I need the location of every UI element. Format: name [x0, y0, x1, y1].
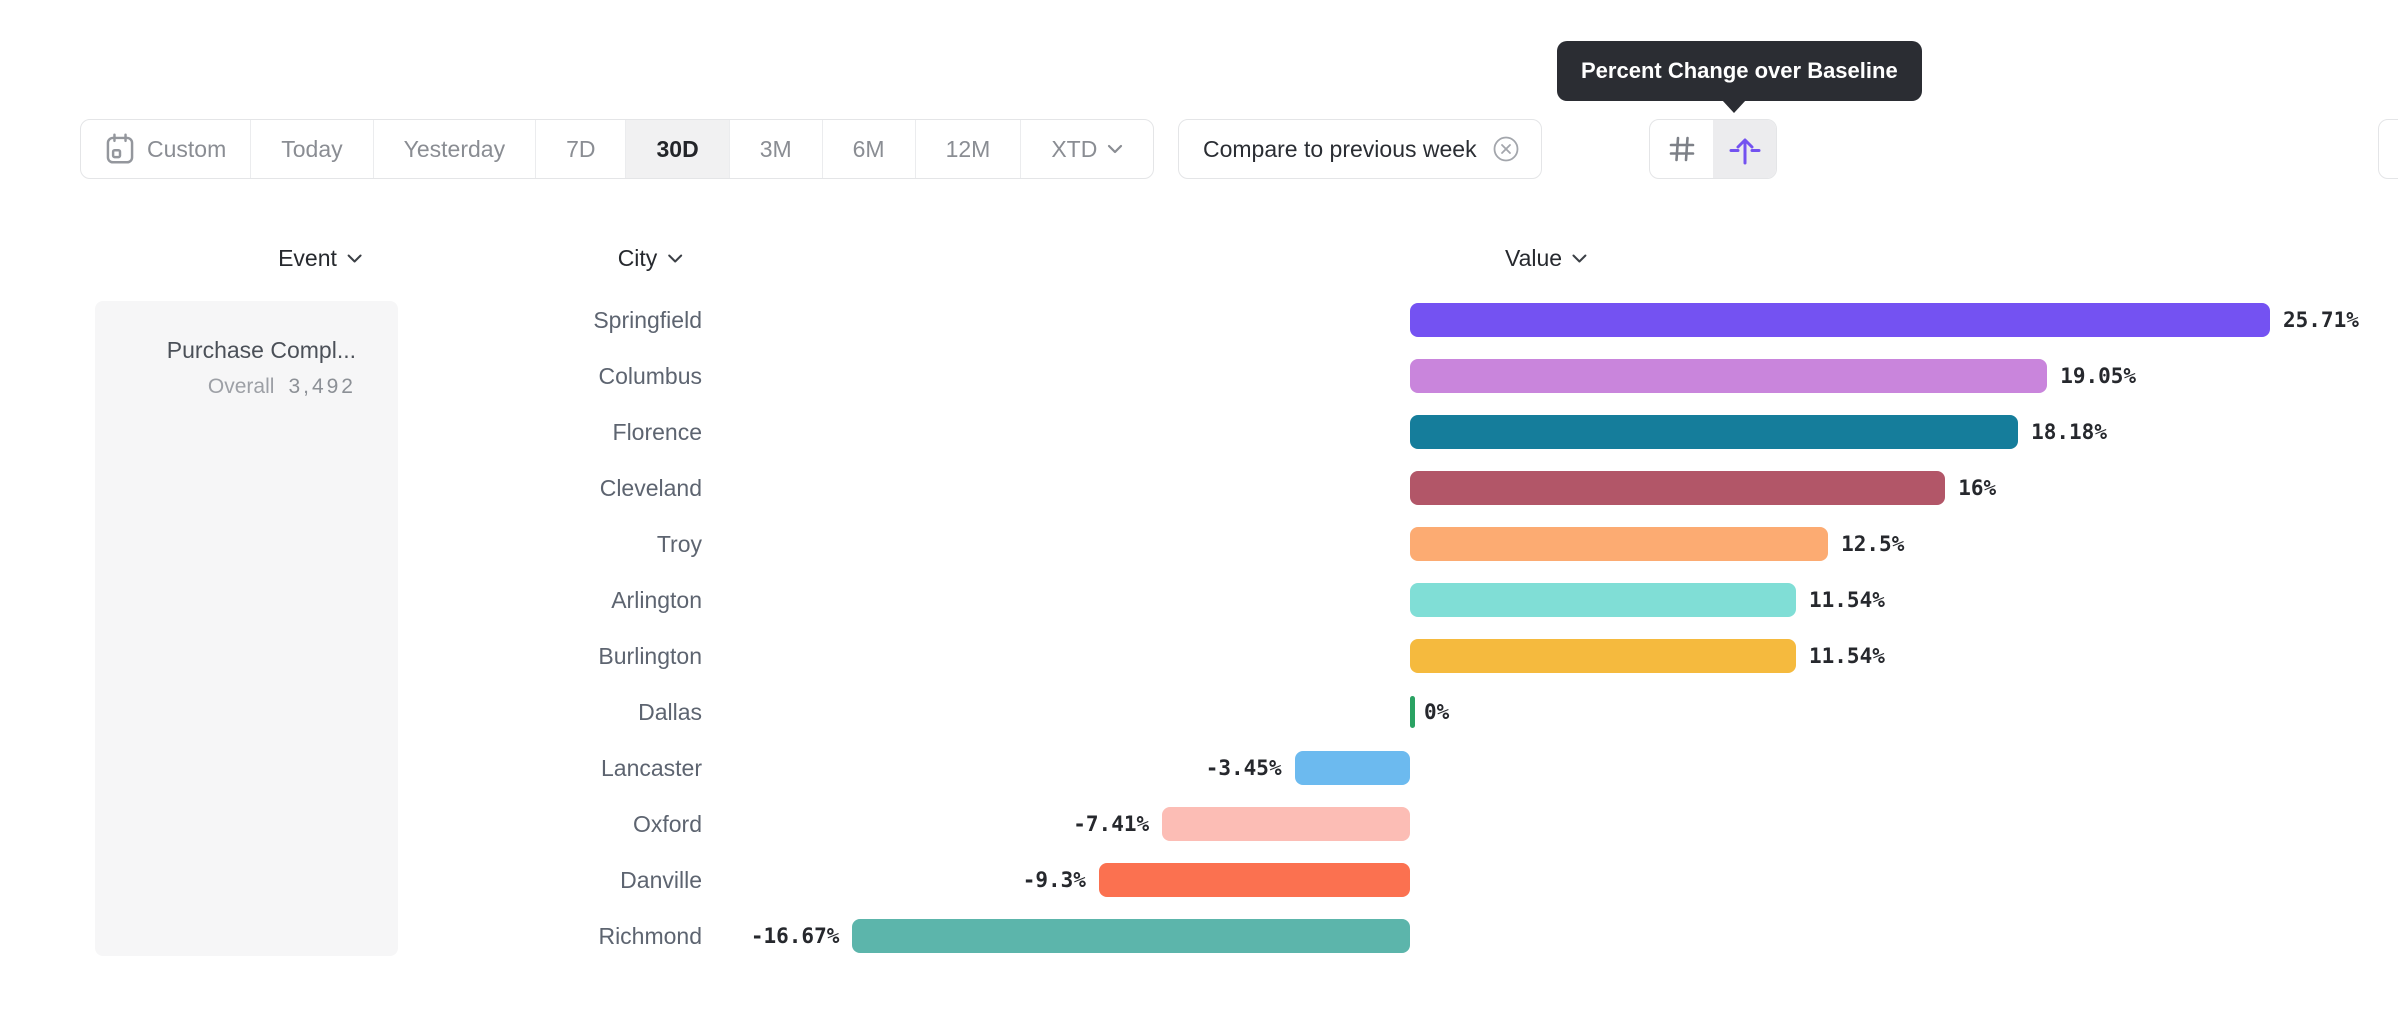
- chevron-down-icon: [347, 254, 362, 262]
- event-panel[interactable]: Purchase Compl... Overall 3,492: [95, 301, 398, 956]
- chevron-down-icon: [1108, 144, 1123, 154]
- value-bar[interactable]: [1410, 527, 1829, 561]
- value-label: 19.05%: [2060, 364, 2137, 388]
- compare-chip[interactable]: Compare to previous week: [1178, 119, 1542, 179]
- range-today-button[interactable]: Today: [250, 120, 372, 178]
- compare-chip-label: Compare to previous week: [1203, 135, 1477, 162]
- city-label: Columbus: [598, 363, 702, 389]
- range-12m-button[interactable]: 12M: [914, 120, 1021, 178]
- range-label: Custom: [147, 135, 227, 162]
- absolute-values-button[interactable]: [1650, 120, 1713, 178]
- value-bar[interactable]: [1162, 807, 1410, 841]
- city-label: Lancaster: [600, 755, 702, 781]
- value-bar[interactable]: [852, 919, 1410, 953]
- value-bar[interactable]: [1410, 303, 2270, 337]
- range-7d-button[interactable]: 7D: [535, 120, 625, 178]
- range-label: Yesterday: [403, 135, 506, 162]
- city-label: Florence: [612, 419, 702, 445]
- value-label: 11.54%: [1809, 644, 1885, 668]
- partial-button-right[interactable]: [2378, 119, 2398, 179]
- city-label: Dallas: [638, 699, 702, 725]
- range-label: 12M: [945, 135, 991, 162]
- chevron-down-icon: [1572, 254, 1587, 262]
- city-label: Arlington: [611, 587, 702, 613]
- range-label: XTD: [1051, 135, 1098, 162]
- value-bar[interactable]: [1410, 696, 1415, 728]
- value-bar[interactable]: [1410, 583, 1796, 617]
- range-label: 30D: [656, 135, 699, 162]
- city-label: Danville: [620, 867, 702, 893]
- value-display-toggle: [1649, 119, 1777, 179]
- value-label: 18.18%: [2031, 420, 2107, 444]
- range-yesterday-button[interactable]: Yesterday: [372, 120, 535, 178]
- value-bar[interactable]: [1410, 471, 1946, 505]
- value-label: 12.5%: [1841, 532, 1905, 556]
- range-xtd-button[interactable]: XTD: [1020, 120, 1153, 178]
- overall-label: Overall: [207, 375, 275, 398]
- range-custom-button[interactable]: Custom: [81, 120, 250, 178]
- percent-change-button[interactable]: [1713, 120, 1776, 178]
- column-header-city[interactable]: City: [618, 240, 683, 276]
- value-bar[interactable]: [1410, 639, 1796, 673]
- value-bar[interactable]: [1098, 863, 1410, 897]
- range-label: 6M: [852, 135, 885, 162]
- value-label: -3.45%: [1205, 756, 1282, 780]
- range-6m-button[interactable]: 6M: [821, 120, 915, 178]
- city-label: Richmond: [598, 923, 702, 949]
- value-label: 25.71%: [2283, 308, 2359, 332]
- range-label: Today: [281, 135, 343, 162]
- column-header-label: City: [617, 244, 658, 271]
- city-label: Springfield: [593, 307, 702, 333]
- city-label: Troy: [656, 531, 702, 557]
- range-label: 3M: [759, 135, 792, 162]
- range-3m-button[interactable]: 3M: [728, 120, 822, 178]
- column-header-event[interactable]: Event: [278, 240, 362, 276]
- value-label: 11.54%: [1809, 588, 1885, 612]
- city-label: Oxford: [632, 811, 702, 837]
- calendar-icon: [106, 133, 134, 164]
- tooltip-caret: [1722, 100, 1746, 113]
- column-header-value[interactable]: Value: [1505, 240, 1587, 276]
- event-title: Purchase Compl...: [166, 337, 356, 363]
- value-bar[interactable]: [1410, 359, 2048, 393]
- hash-icon: [1669, 136, 1694, 162]
- value-bar[interactable]: [1294, 751, 1410, 785]
- date-range-toolbar: Custom Today Yesterday 7D 30D 3M 6M 12M …: [80, 119, 1155, 179]
- value-label: 0%: [1424, 700, 1450, 724]
- remove-comparison-icon[interactable]: [1491, 134, 1521, 164]
- event-overall: Overall 3,492: [208, 375, 356, 399]
- tooltip-text: Percent Change over Baseline: [1581, 58, 1898, 83]
- range-label: 7D: [566, 135, 596, 162]
- tooltip-percent-change: Percent Change over Baseline: [1557, 41, 1922, 113]
- column-header-label: Event: [278, 244, 337, 271]
- value-label: 16%: [1958, 476, 1997, 500]
- chevron-down-icon: [667, 254, 682, 262]
- baseline-arrow-icon: [1729, 138, 1760, 165]
- overall-value: 3,492: [288, 375, 356, 398]
- city-label: Cleveland: [599, 475, 702, 501]
- range-30d-button[interactable]: 30D: [625, 120, 729, 178]
- value-bar[interactable]: [1410, 415, 2019, 449]
- column-header-label: Value: [1504, 244, 1563, 271]
- value-label: -7.41%: [1073, 812, 1150, 836]
- value-label: -9.3%: [1022, 868, 1086, 892]
- value-label: -16.67%: [750, 924, 840, 948]
- city-label: Burlington: [598, 643, 702, 669]
